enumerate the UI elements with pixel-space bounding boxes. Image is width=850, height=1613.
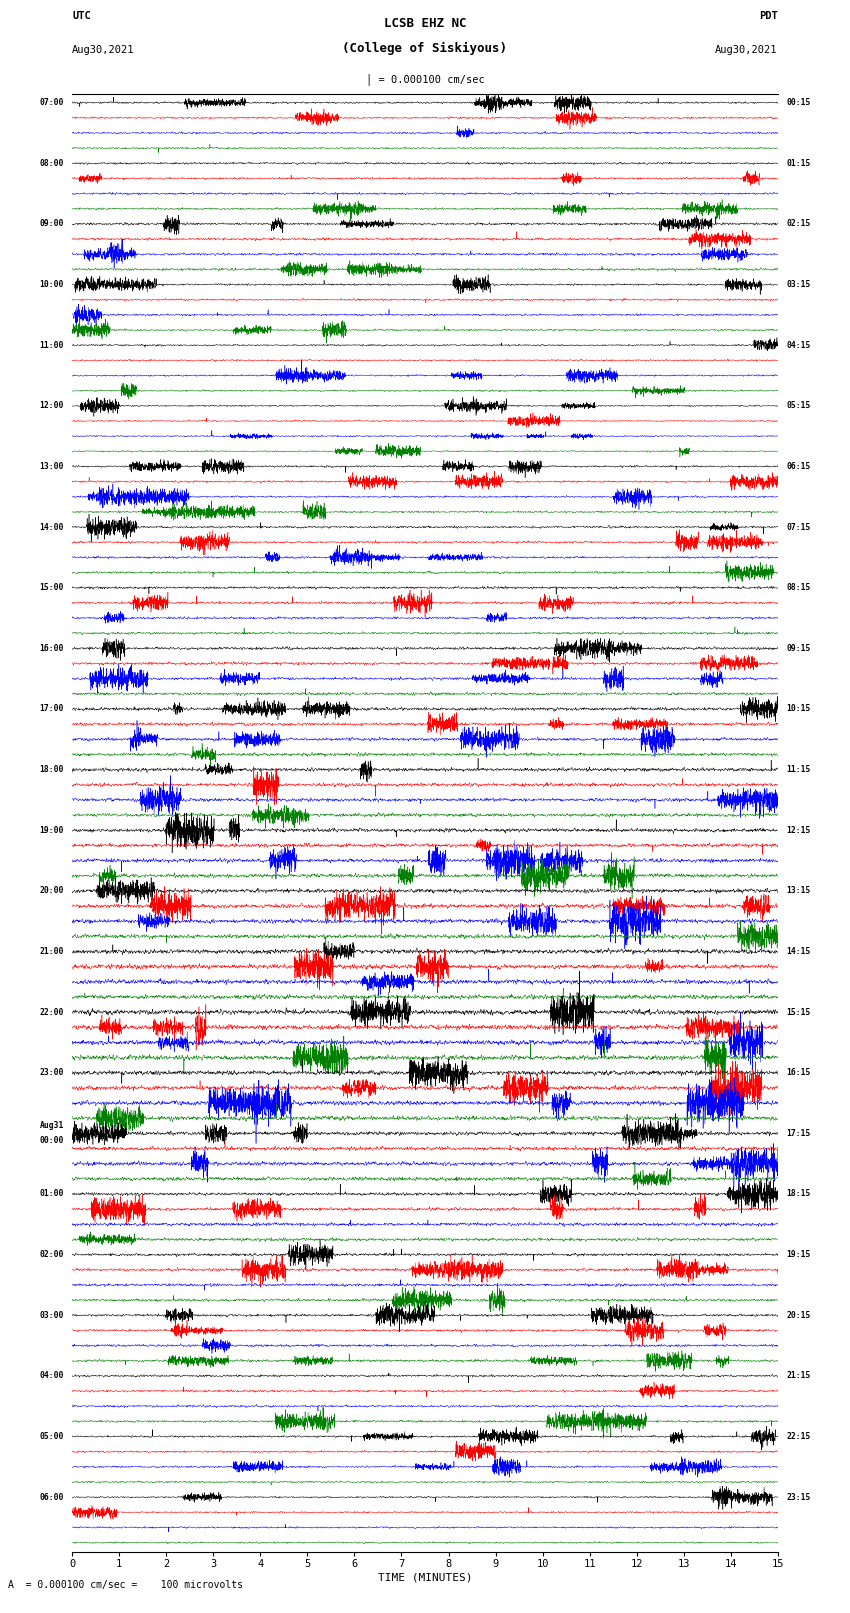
Text: 09:15: 09:15: [786, 644, 811, 653]
Text: 00:15: 00:15: [786, 98, 811, 106]
Text: 07:15: 07:15: [786, 523, 811, 532]
Text: 17:15: 17:15: [786, 1129, 811, 1137]
Text: 20:00: 20:00: [39, 886, 64, 895]
Text: 08:00: 08:00: [39, 158, 64, 168]
Text: 01:00: 01:00: [39, 1189, 64, 1198]
Text: (College of Siskiyous): (College of Siskiyous): [343, 42, 507, 55]
Text: 18:15: 18:15: [786, 1189, 811, 1198]
Text: 02:15: 02:15: [786, 219, 811, 229]
Text: 19:00: 19:00: [39, 826, 64, 834]
Text: 17:00: 17:00: [39, 705, 64, 713]
Text: PDT: PDT: [759, 11, 778, 21]
Text: 13:00: 13:00: [39, 461, 64, 471]
Text: 11:15: 11:15: [786, 765, 811, 774]
Text: 00:00: 00:00: [39, 1137, 64, 1145]
Text: 16:15: 16:15: [786, 1068, 811, 1077]
Text: 19:15: 19:15: [786, 1250, 811, 1260]
Text: Aug30,2021: Aug30,2021: [72, 45, 135, 55]
Text: A  = 0.000100 cm/sec =    100 microvolts: A = 0.000100 cm/sec = 100 microvolts: [8, 1581, 243, 1590]
Text: 08:15: 08:15: [786, 584, 811, 592]
Text: 13:15: 13:15: [786, 886, 811, 895]
Text: 18:00: 18:00: [39, 765, 64, 774]
Text: 10:00: 10:00: [39, 281, 64, 289]
Text: 15:00: 15:00: [39, 584, 64, 592]
Text: │ = 0.000100 cm/sec: │ = 0.000100 cm/sec: [366, 73, 484, 85]
Text: 23:15: 23:15: [786, 1492, 811, 1502]
Text: 03:15: 03:15: [786, 281, 811, 289]
Text: UTC: UTC: [72, 11, 91, 21]
Text: 05:00: 05:00: [39, 1432, 64, 1440]
Text: 03:00: 03:00: [39, 1311, 64, 1319]
Text: 07:00: 07:00: [39, 98, 64, 106]
Text: LCSB EHZ NC: LCSB EHZ NC: [383, 16, 467, 29]
Text: 01:15: 01:15: [786, 158, 811, 168]
Text: 12:15: 12:15: [786, 826, 811, 834]
Text: 10:15: 10:15: [786, 705, 811, 713]
Text: 14:00: 14:00: [39, 523, 64, 532]
Text: 09:00: 09:00: [39, 219, 64, 229]
Text: 21:15: 21:15: [786, 1371, 811, 1381]
Text: 20:15: 20:15: [786, 1311, 811, 1319]
Text: 15:15: 15:15: [786, 1008, 811, 1016]
Text: 21:00: 21:00: [39, 947, 64, 957]
X-axis label: TIME (MINUTES): TIME (MINUTES): [377, 1573, 473, 1582]
Text: 06:00: 06:00: [39, 1492, 64, 1502]
Text: Aug30,2021: Aug30,2021: [715, 45, 778, 55]
Text: 04:00: 04:00: [39, 1371, 64, 1381]
Text: 12:00: 12:00: [39, 402, 64, 410]
Text: 05:15: 05:15: [786, 402, 811, 410]
Text: Aug31: Aug31: [39, 1121, 64, 1131]
Text: 22:15: 22:15: [786, 1432, 811, 1440]
Text: 06:15: 06:15: [786, 461, 811, 471]
Text: 16:00: 16:00: [39, 644, 64, 653]
Text: 23:00: 23:00: [39, 1068, 64, 1077]
Text: 11:00: 11:00: [39, 340, 64, 350]
Text: 04:15: 04:15: [786, 340, 811, 350]
Text: 02:00: 02:00: [39, 1250, 64, 1260]
Text: 14:15: 14:15: [786, 947, 811, 957]
Text: 22:00: 22:00: [39, 1008, 64, 1016]
